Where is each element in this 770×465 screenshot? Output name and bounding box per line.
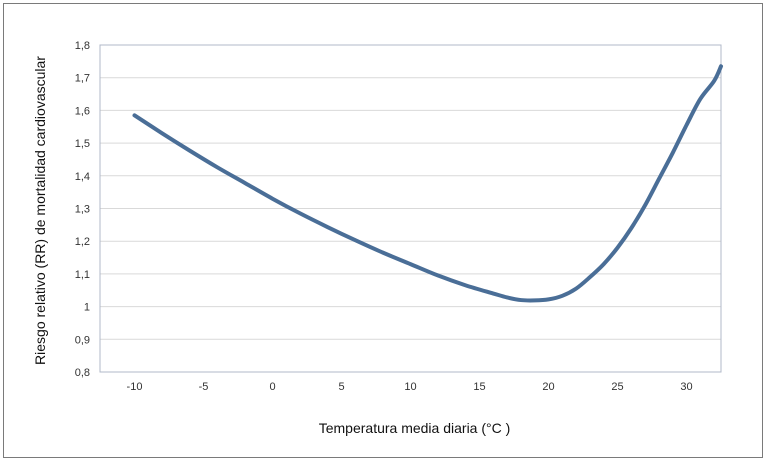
gridlines	[100, 44, 721, 373]
series-line	[132, 64, 723, 303]
plot-area	[99, 44, 722, 373]
x-tick-labels: -10 -5 0 5 10 15 20 25 30	[127, 381, 693, 393]
x-tick-label: 0	[269, 381, 275, 393]
y-tick-label: 1,2	[75, 236, 90, 248]
x-tick-label: 5	[338, 381, 344, 393]
y-tick-label: 1,8	[75, 40, 90, 52]
y-tick-label: 0,9	[75, 334, 90, 346]
x-tick-label: 30	[680, 381, 692, 393]
y-tick-label: 1,3	[75, 204, 90, 216]
y-tick-label: 1,4	[75, 171, 90, 183]
y-tick-label: 1,1	[75, 269, 90, 281]
y-axis-title: Riesgo relativo (RR) de mortalidad cardi…	[32, 56, 48, 365]
x-tick-label: -10	[127, 381, 143, 393]
y-tick-label: 0,8	[75, 367, 90, 379]
chart-frame	[3, 3, 763, 458]
x-tick-label: 25	[611, 381, 623, 393]
x-tick-label: 20	[542, 381, 554, 393]
series-group	[132, 64, 723, 303]
y-tick-labels: 0,8 0,9 1 1,1 1,2 1,3 1,4 1,5 1,6 1,7 1,8	[75, 40, 90, 379]
x-axis-title: Temperatura media diaria (°C )	[319, 420, 511, 436]
x-tick-label: 10	[404, 381, 416, 393]
y-tick-label: 1,5	[75, 138, 90, 150]
x-tick-label: -5	[199, 381, 209, 393]
y-tick-label: 1,7	[75, 73, 90, 85]
x-tick-label: 15	[473, 381, 485, 393]
y-tick-label: 1	[84, 302, 90, 314]
y-tick-label: 1,6	[75, 105, 90, 117]
